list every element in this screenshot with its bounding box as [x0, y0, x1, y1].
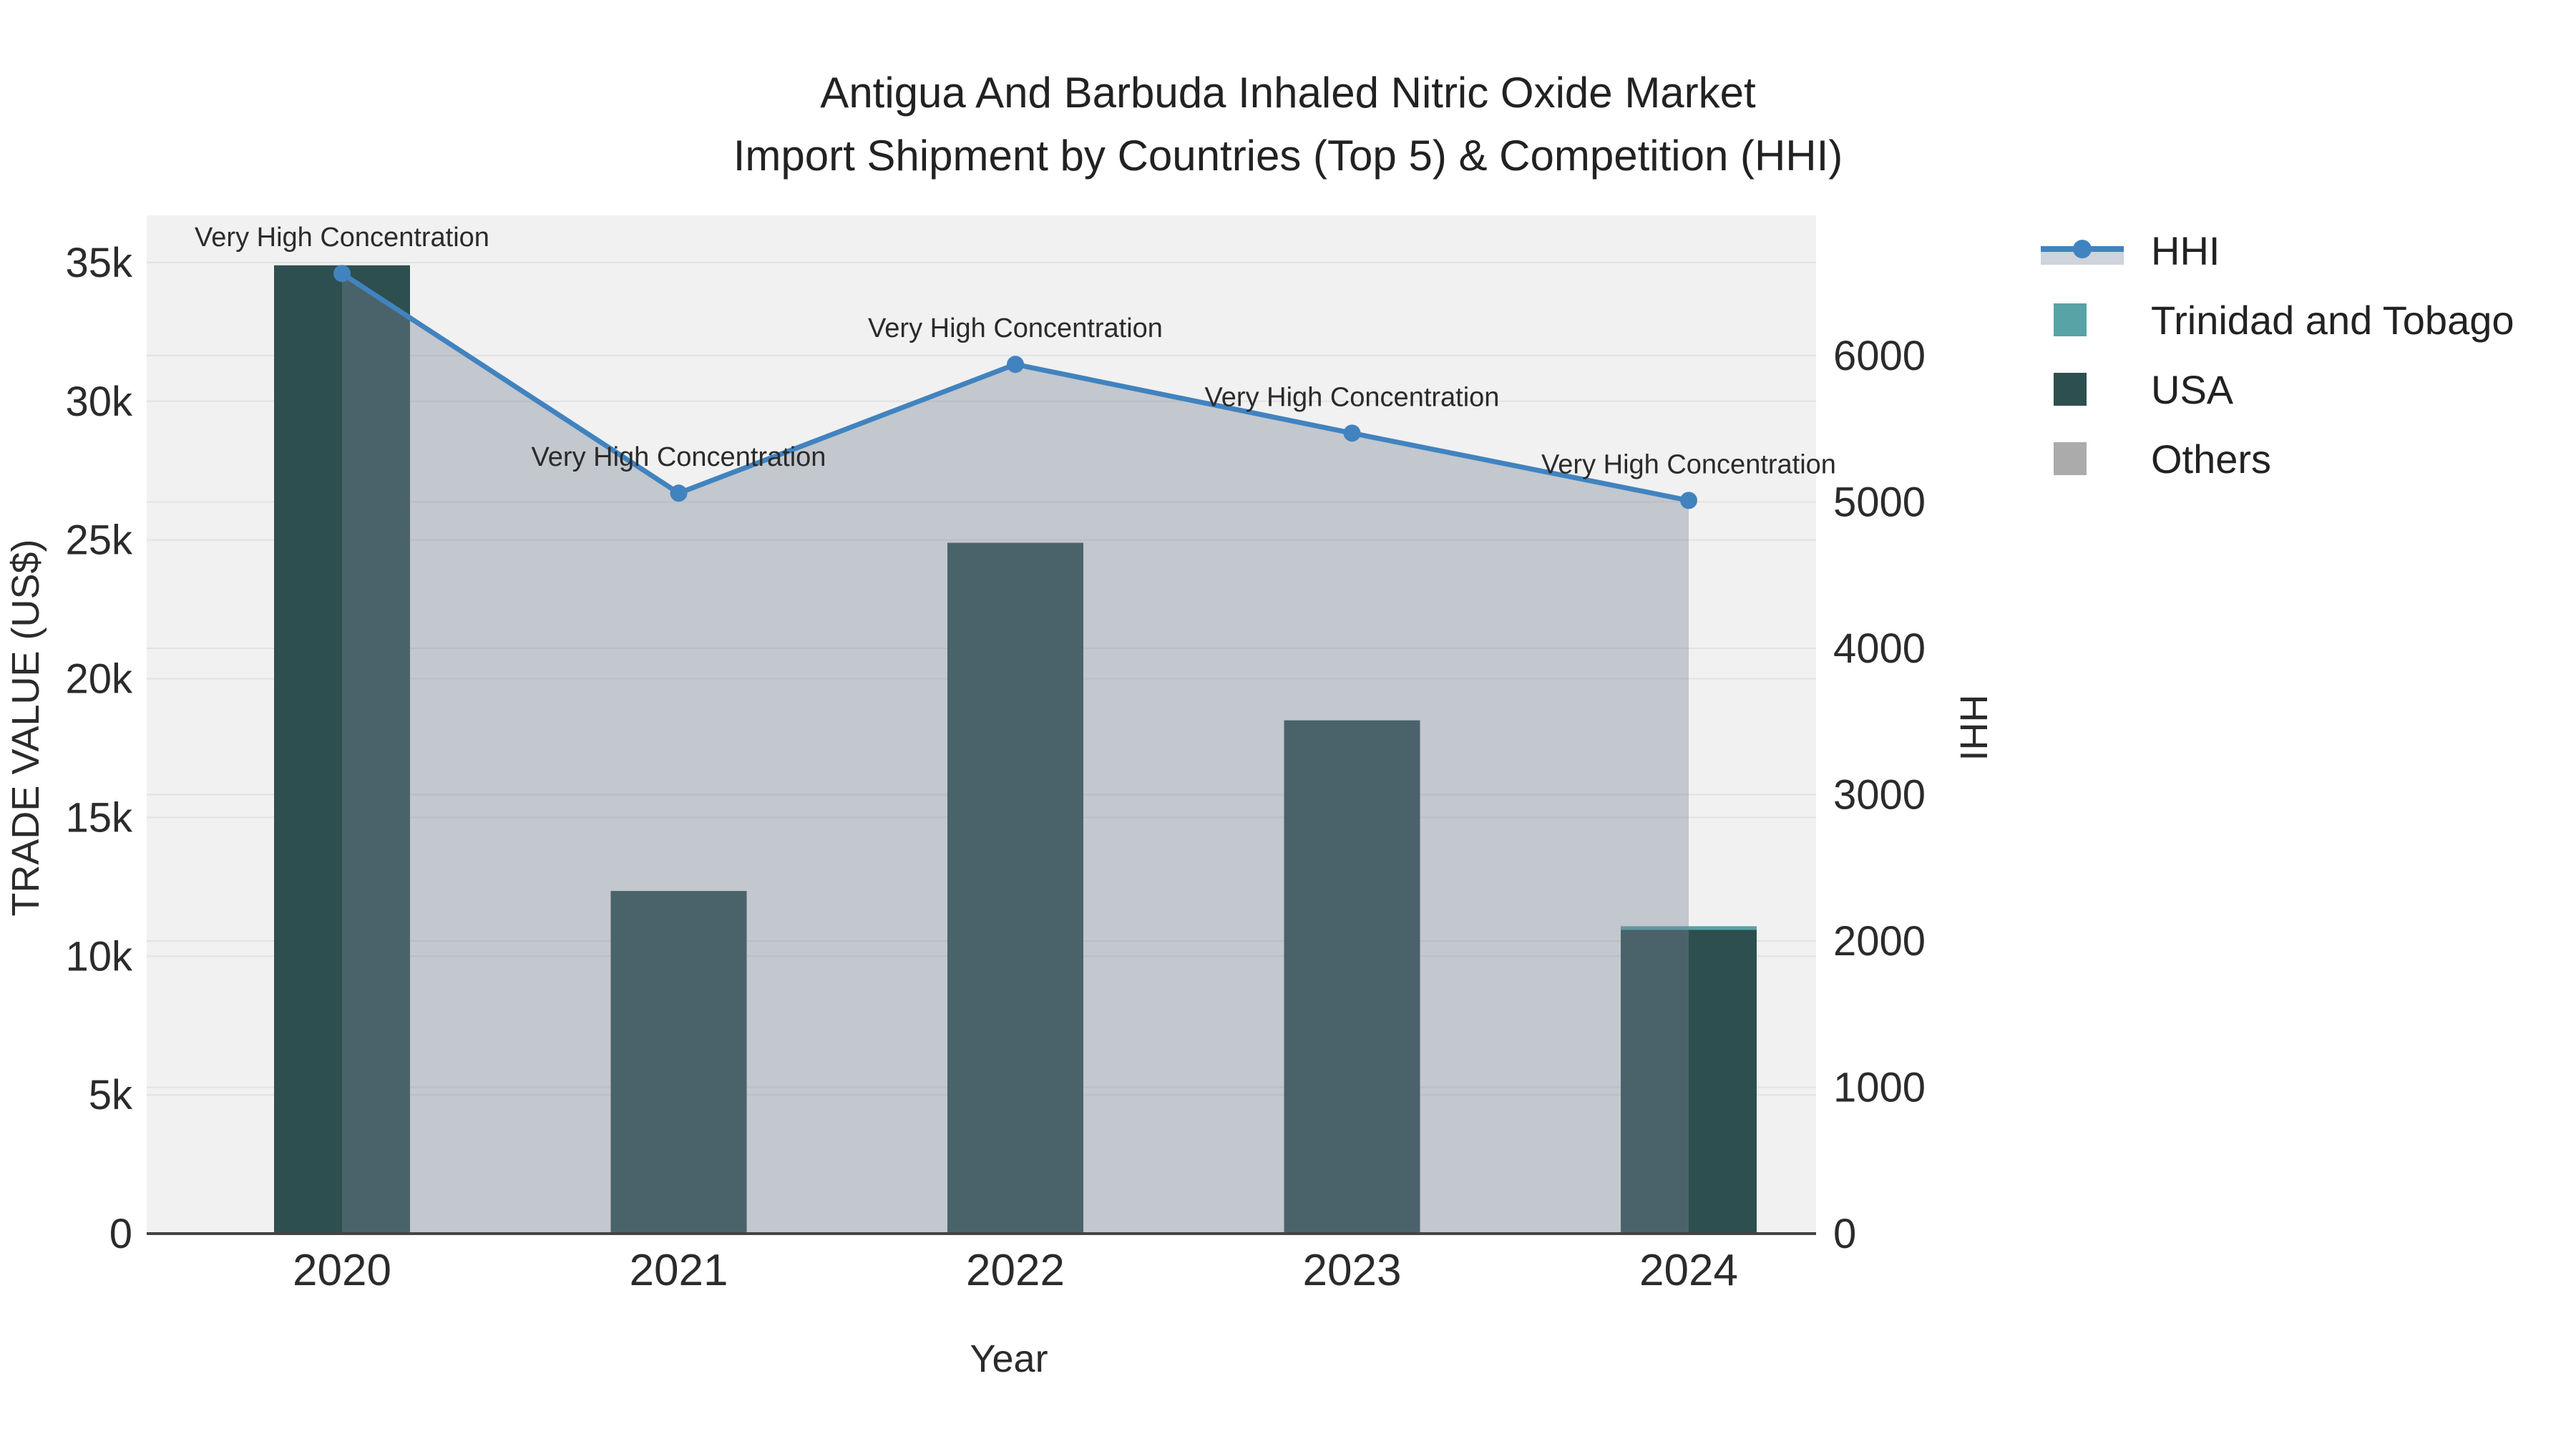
y-left-tick-35000: 35k	[65, 240, 133, 286]
annotation-2020: Very High Concentration	[195, 223, 489, 253]
x-tick-2020: 2020	[293, 1246, 391, 1295]
y-left-tick-10000: 10k	[65, 933, 133, 980]
legend-label: USA	[2151, 366, 2234, 412]
y-right-tick-2000: 2000	[1833, 918, 1926, 965]
x-tick-2023: 2023	[1303, 1246, 1402, 1295]
x-tick-2022: 2022	[966, 1246, 1065, 1295]
legend-item-usa[interactable]: USA	[2041, 366, 2514, 412]
others-swatch-icon	[2041, 442, 2124, 475]
annotation-2021: Very High Concentration	[532, 442, 826, 472]
y-left-tick-5000: 5k	[89, 1072, 133, 1118]
hhi-marker-2021	[670, 484, 688, 502]
bar-usa-2024	[1621, 930, 1757, 1234]
y-axis-left-title: TRADE VALUE (US$)	[4, 539, 47, 917]
legend-label: Trinidad and Tobago	[2151, 297, 2514, 343]
annotation-2024: Very High Concentration	[1541, 449, 1836, 479]
legend-item-others[interactable]: Others	[2041, 436, 2514, 482]
bar-usa-2023	[1284, 720, 1420, 1234]
bar-usa-2020	[274, 265, 410, 1234]
y-right-tick-6000: 6000	[1833, 333, 1926, 379]
legend-label: HHI	[2151, 228, 2220, 273]
y-left-tick-0: 0	[109, 1211, 132, 1257]
x-tick-2021: 2021	[630, 1246, 728, 1295]
legend-item-trinidad-and-tobago[interactable]: Trinidad and Tobago	[2041, 297, 2514, 343]
legend: HHI Trinidad and Tobago USA Others	[2041, 228, 2514, 505]
y-left-tick-30000: 30k	[65, 379, 133, 425]
chart-title-line2: Import Shipment by Countries (Top 5) & C…	[733, 132, 1843, 180]
y-left-tick-25000: 25k	[65, 517, 133, 564]
y-axis-right-title: HHI	[1952, 694, 1995, 761]
hhi-marker-2024	[1680, 492, 1697, 509]
hhi-marker-2020	[333, 265, 351, 283]
annotation-2022: Very High Concentration	[868, 313, 1163, 343]
x-axis-title: Year	[970, 1337, 1048, 1380]
y-right-tick-1000: 1000	[1833, 1064, 1926, 1111]
legend-label: Others	[2151, 436, 2272, 482]
bar-usa-2021	[610, 891, 747, 1234]
trinidad-swatch-icon	[2041, 303, 2124, 336]
y-right-tick-4000: 4000	[1833, 625, 1926, 672]
hhi-marker-2023	[1343, 424, 1361, 442]
hhi-line-icon	[2041, 228, 2124, 273]
legend-item-hhi[interactable]: HHI	[2041, 228, 2514, 273]
usa-swatch-icon	[2041, 373, 2124, 406]
y-left-tick-15000: 15k	[65, 794, 133, 841]
y-right-tick-5000: 5000	[1833, 479, 1926, 525]
y-left-tick-20000: 20k	[65, 656, 133, 703]
bar-trinidad-2024	[1621, 926, 1757, 930]
bar-usa-2022	[947, 542, 1083, 1234]
chart-title-line1: Antigua And Barbuda Inhaled Nitric Oxide…	[820, 69, 1756, 117]
hhi-area-fill	[342, 273, 1689, 1234]
annotation-2023: Very High Concentration	[1205, 382, 1500, 412]
y-right-tick-0: 0	[1833, 1211, 1856, 1257]
x-tick-2024: 2024	[1639, 1246, 1738, 1295]
chart-title: Antigua And Barbuda Inhaled Nitric Oxide…	[0, 62, 2576, 187]
hhi-marker-2022	[1007, 356, 1024, 374]
y-right-tick-3000: 3000	[1833, 771, 1926, 818]
